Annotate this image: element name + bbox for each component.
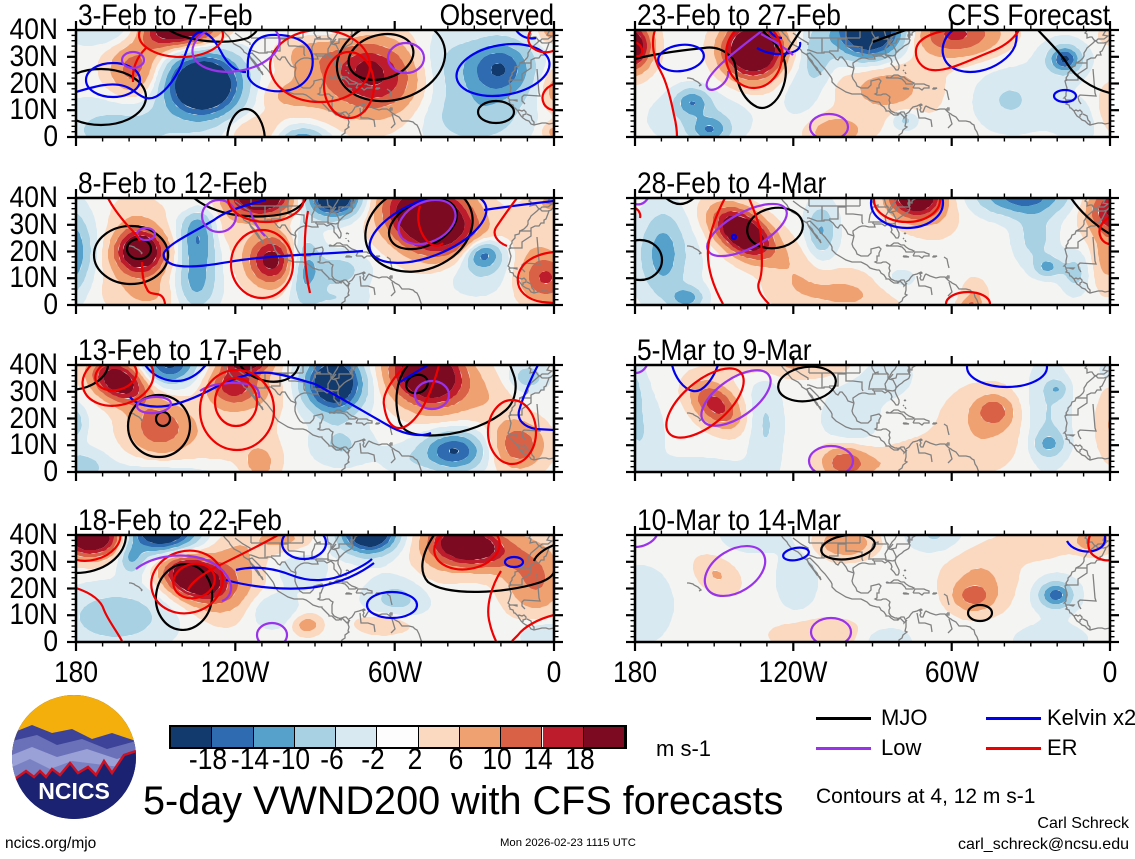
svg-text:NCICS: NCICS [38,778,110,804]
